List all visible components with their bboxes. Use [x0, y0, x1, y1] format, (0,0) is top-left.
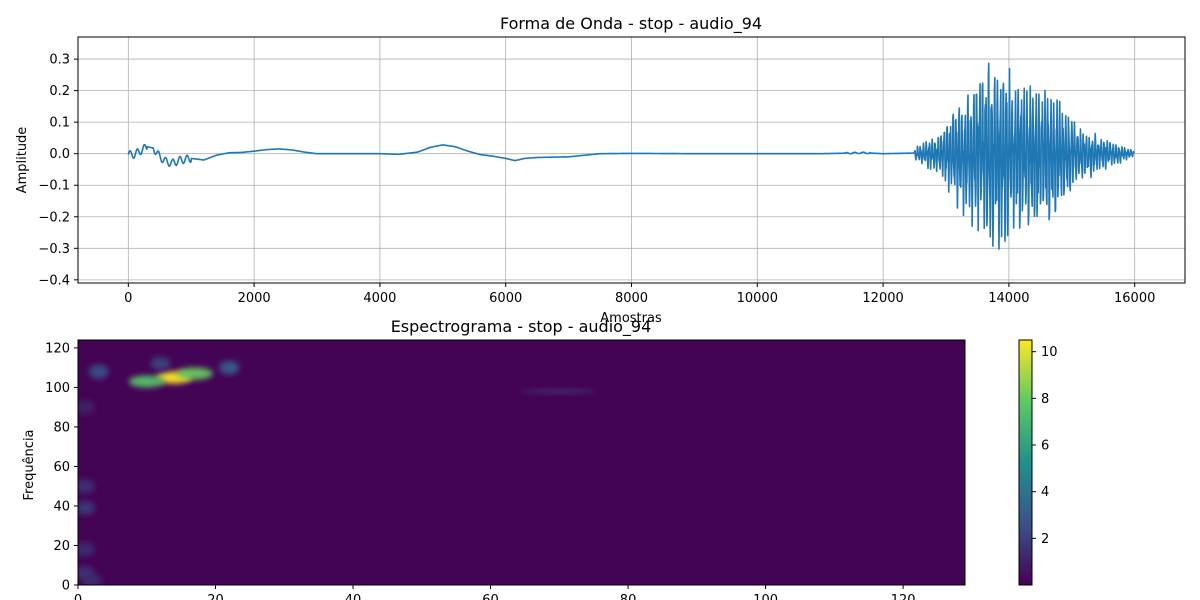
colorbar-tick-label: 6	[1041, 439, 1049, 454]
waveform-series	[127, 62, 1135, 250]
spectrogram-y-ticks: 0 20 40 60 80 100 120	[45, 341, 78, 594]
y-tick-label: 0.1	[49, 116, 70, 131]
y-tick-label: 0.0	[49, 147, 70, 162]
x-tick-label: 60	[482, 593, 499, 600]
y-tick-label: −0.3	[38, 242, 70, 257]
colorbar-tick-label: 10	[1041, 345, 1058, 360]
waveform-ylabel: Amplitude	[15, 127, 30, 194]
spectrogram-hotspot	[521, 389, 598, 394]
spectrogram-image	[78, 340, 965, 585]
y-tick-label: 120	[45, 341, 70, 356]
x-tick-label: 16000	[1114, 291, 1155, 306]
colorbar-ticks: 2 4 6 8 10	[1032, 345, 1058, 547]
waveform-title: Forma de Onda - stop - audio_94	[500, 14, 762, 34]
colorbar-tick-label: 4	[1041, 485, 1049, 500]
y-tick-label: 40	[53, 499, 70, 514]
y-tick-label: −0.1	[38, 179, 70, 194]
waveform-y-ticks: −0.4 −0.3 −0.2 −0.1 0.0 0.1 0.2 0.3	[38, 53, 78, 288]
y-tick-label: 100	[45, 381, 70, 396]
x-tick-label: 20	[207, 593, 224, 600]
spectrogram-x-ticks: 0 20 40 60 80 100 120	[74, 585, 916, 600]
spectrogram-hotspot	[78, 400, 95, 415]
y-tick-label: 0	[62, 579, 70, 594]
y-tick-label: 80	[53, 420, 70, 435]
spectrogram-hotspot	[128, 375, 165, 388]
spectrogram-hotspot	[78, 542, 95, 557]
x-tick-label: 10000	[737, 291, 778, 306]
x-tick-label: 14000	[988, 291, 1029, 306]
spectrogram-ylabel: Frequência	[22, 429, 37, 500]
x-tick-label: 8000	[615, 291, 648, 306]
x-tick-label: 2000	[238, 291, 271, 306]
spectrogram-hotspot	[150, 356, 171, 371]
x-tick-label: 100	[753, 593, 778, 600]
x-tick-label: 0	[124, 291, 132, 306]
x-tick-label: 12000	[862, 291, 903, 306]
waveform-xlabel: Amostras	[600, 311, 662, 326]
spectrogram-hotspot	[78, 500, 95, 515]
x-tick-label: 4000	[363, 291, 396, 306]
spectrogram-background	[78, 340, 965, 585]
spectrogram-plot: Espectrograma - stop - audio_94 0 20 40 60 8…	[22, 317, 966, 600]
spectrogram-title: Espectrograma - stop - audio_94	[391, 317, 652, 337]
y-tick-label: −0.4	[38, 273, 70, 288]
waveform-x-ticks: 0 2000 4000 6000 8000 10000 12000 14000 16000	[124, 283, 1155, 306]
x-tick-label: 120	[891, 593, 916, 600]
x-tick-label: 6000	[489, 291, 522, 306]
spectrogram-frame	[77, 339, 966, 586]
waveform-plot: Forma de Onda - stop - audio_94 0 2000 400…	[15, 14, 1186, 326]
spectrogram-hotspot	[176, 367, 213, 380]
x-tick-label: 40	[345, 593, 362, 600]
x-tick-label: 80	[620, 593, 637, 600]
y-tick-label: 20	[53, 539, 70, 554]
spectrogram-hotspot	[78, 479, 95, 494]
colorbar: 2 4 6 8 10	[1018, 339, 1058, 586]
x-tick-label: 0	[74, 593, 82, 600]
spectrogram-hotspot	[81, 574, 102, 585]
y-tick-label: −0.2	[38, 210, 70, 225]
waveform-line	[127, 62, 1135, 250]
y-tick-label: 0.2	[49, 84, 70, 99]
y-tick-label: 60	[53, 460, 70, 475]
y-tick-label: 0.3	[49, 53, 70, 68]
spectrogram-hotspot	[219, 360, 240, 375]
spectrogram-hotspot	[88, 364, 109, 379]
colorbar-gradient	[1018, 339, 1033, 586]
colorbar-tick-label: 8	[1041, 392, 1049, 407]
colorbar-tick-label: 2	[1041, 532, 1049, 547]
